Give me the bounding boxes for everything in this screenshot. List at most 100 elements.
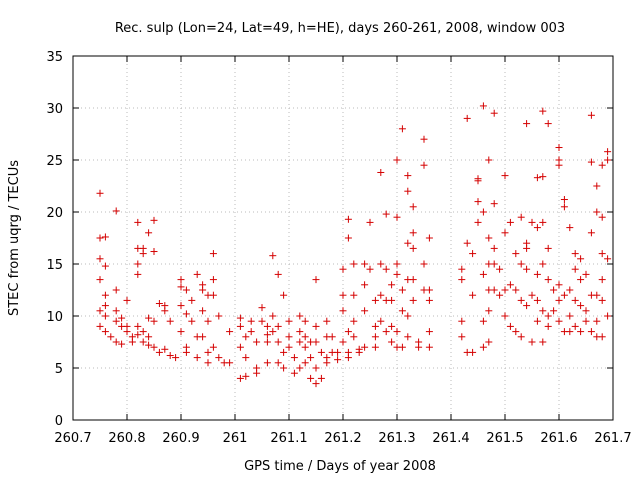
data-point [506, 322, 514, 330]
data-point [604, 312, 612, 320]
data-point [274, 338, 282, 346]
data-point [101, 262, 109, 270]
y-tick-label: 10 [46, 310, 63, 325]
data-point [393, 328, 401, 336]
data-point [533, 270, 541, 278]
data-point [517, 333, 525, 341]
data-point [582, 317, 590, 325]
data-point [361, 260, 369, 268]
data-point [404, 333, 412, 341]
data-point [96, 234, 104, 242]
data-point [485, 338, 493, 346]
data-point [344, 354, 352, 362]
data-point [528, 338, 536, 346]
data-point [134, 331, 142, 339]
data-point [523, 265, 531, 273]
data-point [409, 276, 417, 284]
data-point [393, 156, 401, 164]
data-point [544, 312, 552, 320]
data-point [269, 252, 277, 260]
data-point [296, 364, 304, 372]
data-point [112, 307, 120, 315]
data-point [512, 286, 520, 294]
data-point [593, 317, 601, 325]
data-point [512, 328, 520, 336]
data-point [193, 354, 201, 362]
data-point [388, 322, 396, 330]
data-point [280, 291, 288, 299]
data-point [566, 328, 574, 336]
data-point [425, 286, 433, 294]
data-point [361, 307, 369, 315]
data-point [339, 291, 347, 299]
data-point [404, 312, 412, 320]
data-point [496, 265, 504, 273]
data-point [118, 314, 126, 322]
data-point [577, 328, 585, 336]
data-point [425, 296, 433, 304]
data-point [593, 291, 601, 299]
data-point [523, 244, 531, 252]
data-point [361, 281, 369, 289]
data-point [112, 207, 120, 215]
data-point [263, 338, 271, 346]
data-point [274, 322, 282, 330]
data-point [490, 244, 498, 252]
data-point [425, 234, 433, 242]
data-point [101, 302, 109, 310]
x-tick-label: 261.4 [432, 431, 469, 446]
data-point [566, 286, 574, 294]
data-point [339, 265, 347, 273]
data-point [501, 312, 509, 320]
data-point [571, 250, 579, 258]
data-point [458, 276, 466, 284]
data-point [533, 296, 541, 304]
data-point [544, 120, 552, 128]
data-point [236, 314, 244, 322]
data-point [420, 135, 428, 143]
data-point [204, 348, 212, 356]
data-point [112, 286, 120, 294]
data-point [150, 317, 158, 325]
data-point [361, 343, 369, 351]
data-point [404, 172, 412, 180]
data-point [582, 307, 590, 315]
x-tick-label: 260.9 [162, 431, 199, 446]
data-point [517, 260, 525, 268]
data-point [404, 187, 412, 195]
data-point [479, 317, 487, 325]
data-point [425, 328, 433, 336]
data-point [560, 291, 568, 299]
data-point [371, 343, 379, 351]
data-point [101, 291, 109, 299]
data-point [145, 333, 153, 341]
data-point [274, 270, 282, 278]
data-point [112, 317, 120, 325]
y-tick-label: 0 [55, 414, 63, 429]
data-point [539, 260, 547, 268]
data-point [490, 109, 498, 117]
data-point [199, 333, 207, 341]
data-point [155, 300, 163, 308]
data-point [458, 317, 466, 325]
data-point [479, 208, 487, 216]
data-point [172, 354, 180, 362]
data-point [598, 250, 606, 258]
data-point [409, 203, 417, 211]
data-point [312, 364, 320, 372]
data-point [496, 291, 504, 299]
data-point [409, 229, 417, 237]
data-point [523, 120, 531, 128]
data-point [371, 296, 379, 304]
data-point [209, 276, 217, 284]
data-point [393, 260, 401, 268]
data-point [253, 369, 261, 377]
data-point [96, 189, 104, 197]
data-point [339, 338, 347, 346]
data-point [236, 322, 244, 330]
data-point [533, 317, 541, 325]
data-point [415, 343, 423, 351]
data-point [539, 107, 547, 115]
x-tick-label: 261.7 [594, 431, 631, 446]
data-point [269, 328, 277, 336]
